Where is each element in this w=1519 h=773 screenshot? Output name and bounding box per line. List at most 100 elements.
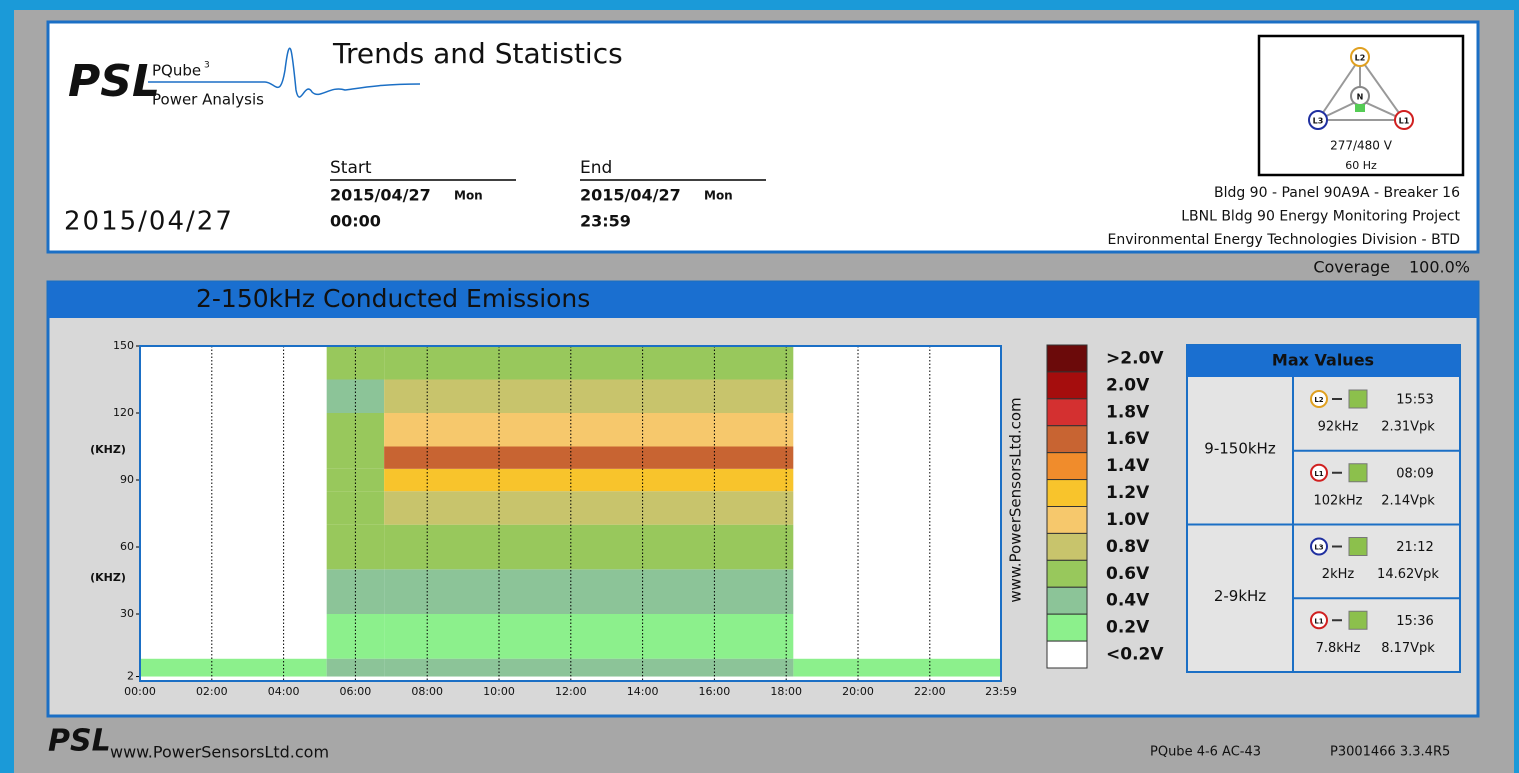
heat-cell [140,446,327,469]
y-tick-label: 90 [120,473,134,486]
heat-cell [793,468,1001,492]
y-tick-label: 120 [113,406,134,419]
x-tick-label: 04:00 [268,685,300,698]
legend-swatch [1046,344,1088,373]
heat-cell [384,658,794,677]
legend-label: 0.8V [1106,537,1150,557]
legend-swatch [1046,559,1088,588]
legend-swatch [1046,452,1088,481]
x-tick-label: 14:00 [627,685,659,698]
max-time: 15:53 [1396,393,1433,408]
footer-url: www.PowerSensorsLtd.com [110,743,329,762]
x-tick-label: 18:00 [770,685,802,698]
x-tick-label: 12:00 [555,685,587,698]
report-date: 2015/04/27 [64,207,234,237]
phase-icon [1310,537,1328,556]
range-time: 23:59 [580,212,631,231]
heat-cell [793,569,1001,614]
legend-swatch [1046,532,1088,561]
plot-border [139,345,1002,682]
info-line: Environmental Energy Technologies Divisi… [1107,232,1460,248]
range-time: 00:00 [330,212,381,231]
heat-cell [793,524,1001,570]
ground-icon [1348,389,1368,409]
phase-node-label: N [1357,93,1364,102]
legend-label: 0.6V [1106,564,1150,584]
legend-label: 0.4V [1106,591,1150,611]
range-date: 2015/04/27 [330,186,431,205]
max-table-header [1187,345,1460,377]
info-line: Bldg 90 - Panel 90A9A - Breaker 16 [1214,185,1460,201]
legend-label: 1.2V [1106,483,1150,503]
x-tick-label: 23:59 [985,685,1017,698]
y-tick-label: 2 [127,670,134,683]
phase-node [1394,110,1414,130]
phase-node-label: L1 [1399,117,1410,126]
brand-logo: PSL [68,56,160,107]
phase-icon [1310,611,1328,630]
heat-cell [793,379,1001,413]
phase-node-label: L3 [1313,117,1324,126]
heat-cell [793,491,1001,525]
x-tick-label: 20:00 [842,685,874,698]
heat-cell [326,346,385,380]
range-weekday: Mon [704,189,733,203]
x-tick-label: 08:00 [411,685,443,698]
legend-label: 1.4V [1106,456,1150,476]
heat-cell [326,658,385,677]
legend-label: 2.0V [1106,375,1150,395]
title: Trends and Statistics [332,37,623,70]
heat-cell [384,413,794,447]
x-tick-label: 22:00 [914,685,946,698]
x-tick-label: 06:00 [340,685,372,698]
legend-label: 1.6V [1106,429,1150,449]
heat-cell [384,491,794,525]
y-tick-label: 150 [113,339,134,352]
heat-cell [140,491,327,525]
footer-logo: PSL [48,724,111,759]
legend-label: <0.2V [1106,645,1164,665]
coverage-label: Coverage [1313,258,1390,277]
heat-cell [793,658,1001,677]
chart-title: 2-150kHz Conducted Emissions [196,284,590,313]
max-freq: 2kHz [1322,567,1355,582]
heat-cell [793,614,1001,659]
max-freq: 102kHz [1314,493,1363,508]
legend-swatch [1046,640,1088,669]
legend-swatch [1046,586,1088,615]
group-label: 9-150kHz [1204,440,1276,458]
legend-label: 1.8V [1106,402,1150,422]
heat-cell [140,569,327,614]
heat-cell [140,524,327,570]
heat-cell [140,413,327,447]
heat-cell [384,569,794,614]
heat-cell [384,524,794,570]
range-weekday: Mon [454,189,483,203]
y-unit: (KHZ) [90,571,126,584]
y-unit: (KHZ) [90,443,126,456]
max-table-title: Max Values [1272,351,1374,370]
max-time: 15:36 [1396,614,1433,629]
x-tick-label: 16:00 [699,685,731,698]
phase-node [1308,110,1328,130]
heat-cell [793,346,1001,380]
range-label: Start [330,158,372,178]
product-sub: Power Analysis [152,91,264,109]
heat-cell [384,446,794,469]
max-freq: 7.8kHz [1316,641,1361,656]
heat-cell [384,346,794,380]
coverage-value: 100.0% [1409,258,1470,277]
heat-cell [793,413,1001,447]
heat-cell [140,658,327,677]
heat-cell [140,614,327,659]
legend-label: >2.0V [1106,348,1164,368]
heat-cell [140,379,327,413]
info-line: LBNL Bldg 90 Energy Monitoring Project [1181,209,1460,225]
product-sup: 3 [204,61,210,71]
range-label: End [580,158,612,178]
emissions-header [48,282,1478,318]
y-tick-label: 60 [120,540,134,553]
phase-icon-label: L1 [1314,470,1323,478]
x-tick-label: 02:00 [196,685,228,698]
